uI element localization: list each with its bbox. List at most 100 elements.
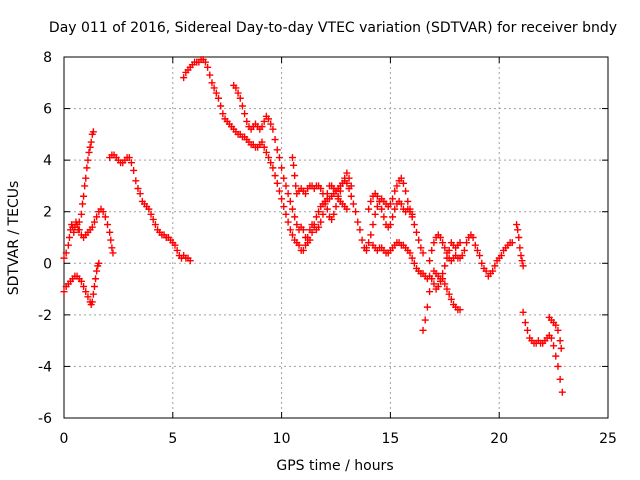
x-tick-label: 5 [168,431,177,447]
data-point [93,213,101,221]
data-point [260,143,268,151]
data-point [275,187,283,195]
data-point [517,252,525,260]
data-point [471,241,479,249]
data-point [523,326,531,334]
data-point [434,282,442,290]
data-point [371,210,379,218]
data-point [236,94,244,102]
data-point [343,179,351,187]
data-point [558,388,566,396]
data-point [75,218,83,226]
x-tick-label: 15 [381,431,399,447]
data-point [556,337,564,345]
data-point [332,187,340,195]
data-point [60,254,68,262]
data-point [180,74,188,82]
data-point [265,115,273,123]
x-tick-label: 20 [490,431,508,447]
data-point [463,239,471,247]
data-point [99,208,107,216]
data-point [77,277,85,285]
data-point [389,195,397,203]
data-point [210,84,218,92]
data-point [302,190,310,198]
data-point [317,185,325,193]
data-point [90,282,98,290]
data-point [260,117,268,125]
data-point [271,136,279,144]
data-point [132,177,140,185]
data-point [349,200,357,208]
data-point [343,169,351,177]
data-point [443,285,451,293]
data-point [441,244,449,252]
data-point [78,200,86,208]
data-point [265,154,273,162]
data-point [428,246,436,254]
x-tick-labels: 0 5 10 15 20 25 [60,431,617,447]
data-point [445,290,453,298]
data-point [92,275,100,283]
data-point [397,174,405,182]
data-point [280,203,288,211]
data-point [380,213,388,221]
data-point [328,215,336,223]
y-tick-label: 0 [43,256,52,272]
y-tick-labels: -6 -4 -2 0 2 4 6 8 [38,50,52,427]
data-point [430,280,438,288]
data-point [60,288,68,296]
axis-ticks [63,56,609,419]
data-point [519,262,527,270]
data-point [345,174,353,182]
data-point [557,344,565,352]
data-point [271,172,279,180]
data-point [217,102,225,110]
data-point [362,244,370,252]
data-point [275,154,283,162]
data-point [293,221,301,229]
data-point [315,223,323,231]
data-point [204,63,212,71]
data-point [552,352,560,360]
data-point [65,234,73,241]
data-point [90,218,98,226]
data-point [77,210,85,218]
data-point [288,154,296,162]
data-point [519,308,527,316]
data-point [441,262,449,270]
data-point [439,270,447,278]
data-point [127,159,135,167]
data-point [262,148,270,156]
data-point [284,190,292,198]
data-point [376,197,384,205]
data-point [334,192,342,200]
data-point [106,228,114,236]
y-tick-label: 4 [43,153,52,169]
data-point [508,239,516,247]
data-point [282,210,290,218]
data-point [134,185,142,193]
data-point [84,293,92,301]
data-point [491,262,499,270]
data-point [456,306,464,314]
data-point [423,303,431,311]
data-point [514,226,522,234]
data-point [304,234,312,241]
data-point [516,244,524,252]
data-point [345,185,353,193]
data-point [186,257,194,265]
data-point [214,94,222,102]
data-point [290,161,298,169]
data-point [391,187,399,195]
y-tick-label: 2 [43,205,52,221]
data-point [267,159,275,167]
data-point [354,218,362,226]
data-point [436,275,444,283]
data-point [386,221,394,229]
data-point [352,208,360,216]
data-point [369,221,377,229]
data-point [145,205,153,213]
data-point [373,203,381,211]
